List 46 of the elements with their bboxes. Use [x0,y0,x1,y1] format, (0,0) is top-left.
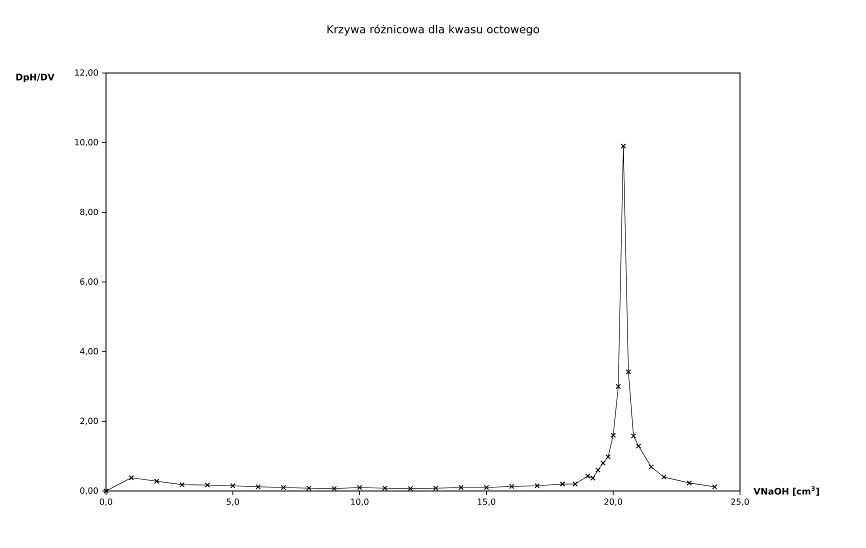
point [458,484,464,490]
chart-title: Krzywa różnicowa dla kwasu octowego [328,24,540,36]
y-tick-label: 8,00 [80,208,98,216]
y-axis-title: DpH/DV [16,74,54,82]
x-tick-label: 20,0 [604,498,622,506]
point [712,484,718,490]
x-axis-title: VNaOH [cm$^{3}$] [754,486,820,496]
y-tick-label: 6,00 [80,278,98,286]
point [626,369,632,374]
point [560,481,566,487]
point [686,480,692,486]
point [600,460,606,466]
x-tick-label: 0,0 [100,498,112,506]
y-tick-label: 12,00 [75,69,98,77]
point [280,484,286,490]
point [154,478,160,484]
x-tick-label: 15,0 [478,498,496,506]
point [595,467,601,473]
x-tick-label: 25,0 [731,498,749,506]
point [620,144,626,149]
point [382,486,388,491]
point [648,464,654,470]
point [179,482,185,488]
point [630,433,636,439]
y-tick-label: 2,00 [80,418,98,425]
x-tick-label: 10,0 [351,498,368,506]
point [204,482,210,488]
point [610,432,616,438]
point [356,484,362,490]
y-tick-label: 0,00 [80,487,98,495]
point [128,475,134,480]
point [256,484,261,490]
point [433,486,438,491]
point [606,454,611,460]
point [636,443,642,449]
y-tick-label: 10,00 [75,139,98,146]
point [534,483,540,488]
point [484,484,490,490]
point [572,481,578,487]
point [616,384,621,390]
y-tick-label: 4,00 [80,348,98,356]
point [306,486,312,491]
point [230,483,236,488]
point [661,474,667,480]
x-tick-label: 5,0 [226,498,239,506]
point [509,484,514,490]
